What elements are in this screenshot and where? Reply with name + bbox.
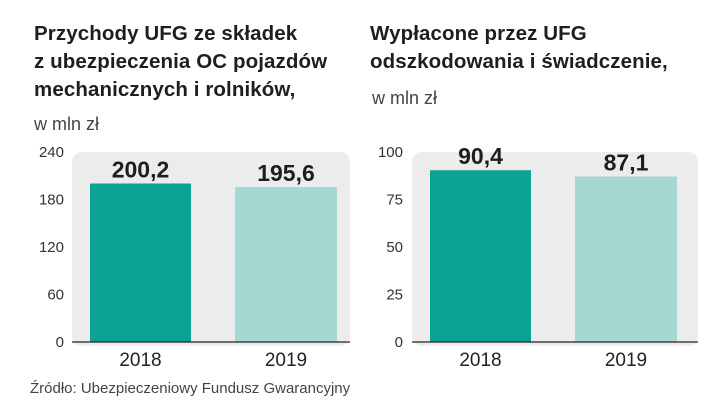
left-y-tick-label: 240 bbox=[39, 144, 64, 161]
left-bar-2018 bbox=[90, 183, 191, 342]
left-category-label-2018: 2018 bbox=[119, 350, 161, 371]
right-title-line-1: Wypłacone przez UFG bbox=[370, 22, 587, 45]
right-chart-title: Wypłacone przez UFG odszkodowania i świa… bbox=[370, 20, 668, 76]
left-value-label-2019: 195,6 bbox=[257, 160, 315, 186]
right-y-tick-label: 50 bbox=[386, 239, 403, 256]
right-category-label-2019: 2019 bbox=[605, 350, 647, 371]
left-category-label-2019: 2019 bbox=[265, 350, 307, 371]
left-chart-title: Przychody UFG ze składek z ubezpieczenia… bbox=[34, 20, 327, 104]
right-value-label-2019: 87,1 bbox=[604, 150, 649, 176]
right-y-tick-label: 75 bbox=[386, 192, 403, 209]
right-bar-2018 bbox=[430, 170, 531, 342]
right-y-tick-label: 100 bbox=[378, 144, 403, 161]
left-chart-unit: w mln zł bbox=[34, 114, 100, 134]
right-y-tick-label: 25 bbox=[386, 287, 403, 304]
left-value-label-2018: 200,2 bbox=[112, 157, 170, 183]
right-value-label-2018: 90,4 bbox=[458, 143, 503, 169]
left-title-line-1: Przychody UFG ze składek bbox=[34, 22, 298, 45]
left-y-tick-label: 180 bbox=[39, 192, 64, 209]
right-chart-unit: w mln zł bbox=[372, 88, 438, 108]
left-title-line-3: mechanicznych i rolników, bbox=[34, 78, 296, 101]
left-y-tick-label: 60 bbox=[47, 287, 64, 304]
right-category-label-2018: 2018 bbox=[459, 350, 501, 371]
right-bar-2019 bbox=[575, 176, 677, 342]
left-bar-2019 bbox=[235, 187, 337, 342]
right-title-line-2: odszkodowania i świadczenie, bbox=[370, 50, 668, 73]
source-note: Źródło: Ubezpieczeniowy Fundusz Gwarancy… bbox=[30, 380, 351, 397]
right-y-tick-label: 0 bbox=[395, 334, 403, 351]
left-y-tick-label: 120 bbox=[39, 239, 64, 256]
left-y-tick-label: 0 bbox=[56, 334, 64, 351]
left-title-line-2: z ubezpieczenia OC pojazdów bbox=[34, 50, 328, 73]
